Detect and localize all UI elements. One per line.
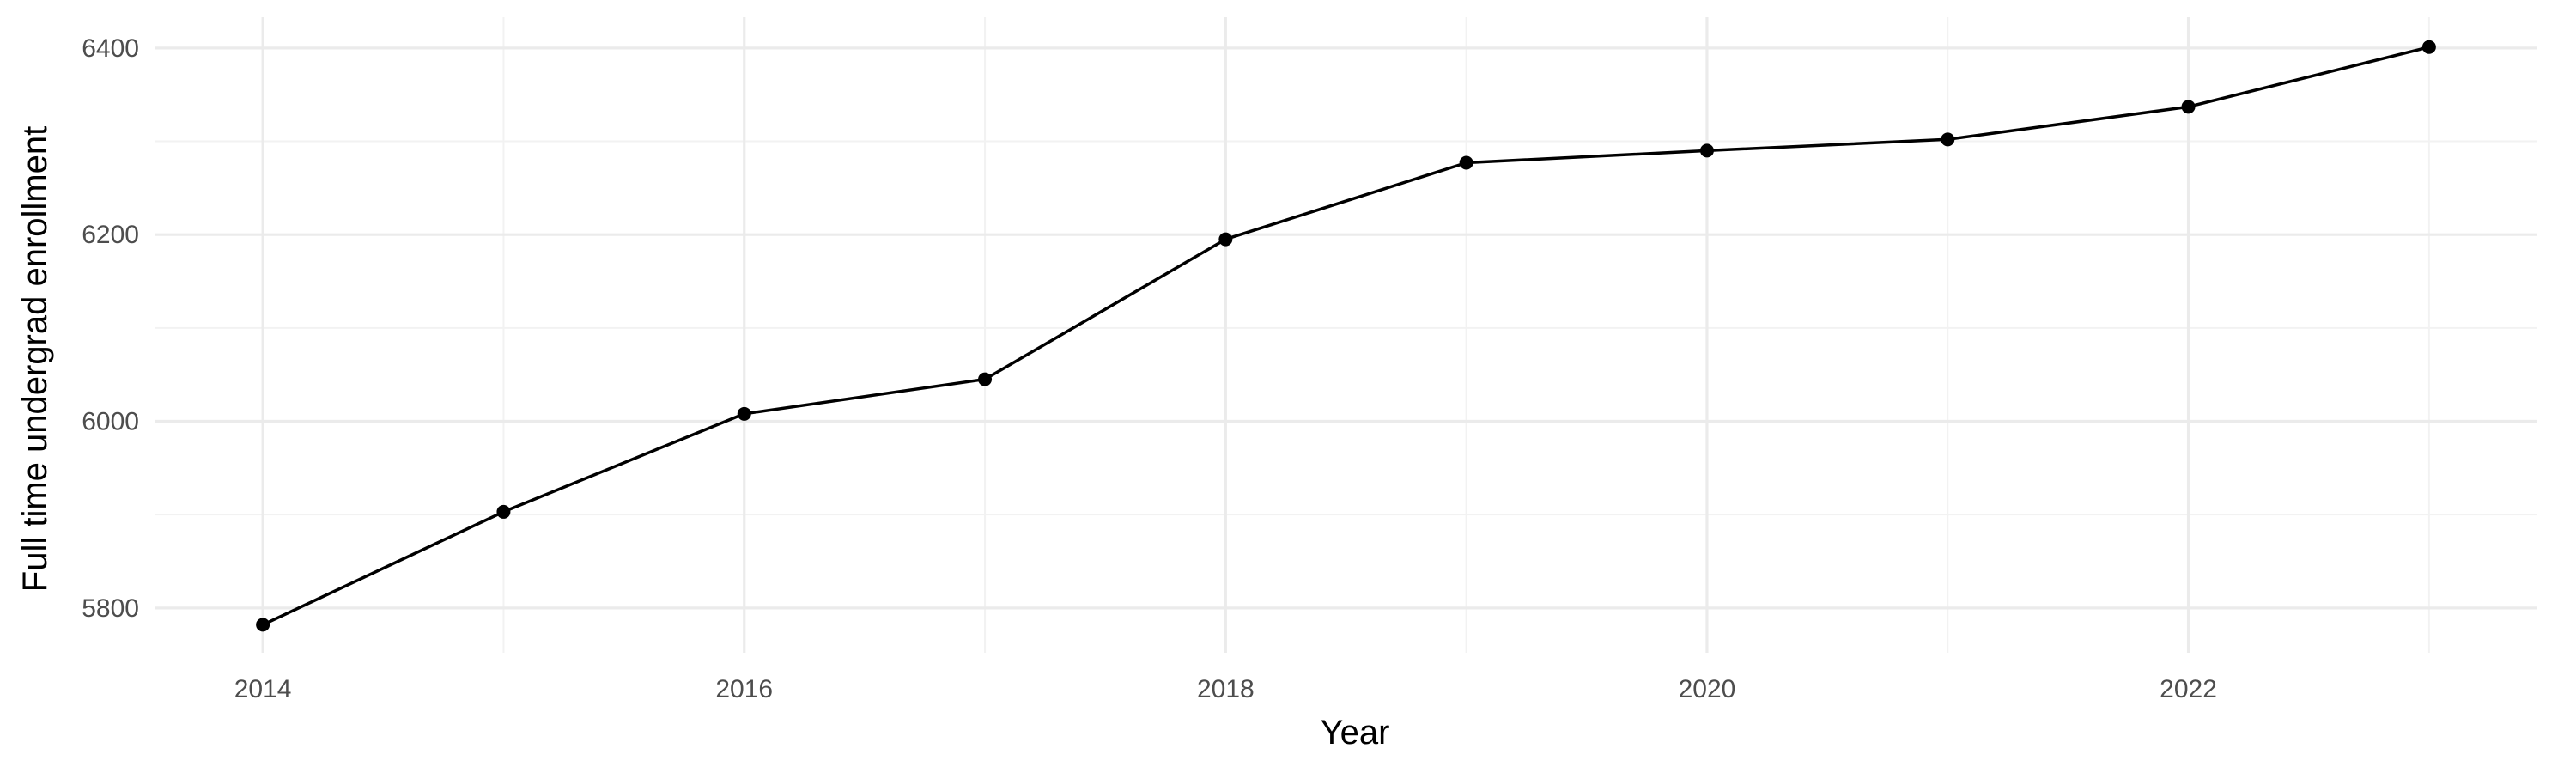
y-axis-title: Full time undergrad enrollment bbox=[16, 126, 54, 592]
y-axis-tick-labels: 5800 6000 6200 6400 bbox=[82, 34, 139, 623]
data-point bbox=[2181, 100, 2196, 114]
data-point bbox=[978, 372, 993, 386]
y-tick-label: 6000 bbox=[82, 408, 139, 436]
data-point bbox=[2421, 40, 2436, 54]
y-tick-label: 5800 bbox=[82, 594, 139, 623]
major-gridlines bbox=[155, 17, 2537, 653]
data-point bbox=[496, 504, 511, 519]
data-point bbox=[1699, 143, 1714, 158]
data-point bbox=[256, 618, 270, 632]
x-tick-label: 2020 bbox=[1679, 675, 1736, 703]
minor-gridlines bbox=[155, 17, 2537, 653]
x-tick-label: 2018 bbox=[1197, 675, 1255, 703]
data-point bbox=[1459, 155, 1473, 170]
x-tick-label: 2022 bbox=[2160, 675, 2217, 703]
x-axis-title: Year bbox=[1321, 714, 1390, 752]
x-tick-label: 2016 bbox=[715, 675, 773, 703]
series-line bbox=[262, 46, 2430, 626]
data-point bbox=[737, 406, 751, 421]
series-layer bbox=[256, 40, 2436, 632]
x-tick-label: 2014 bbox=[234, 675, 292, 703]
y-tick-label: 6200 bbox=[82, 221, 139, 249]
data-point bbox=[1941, 132, 1955, 147]
x-axis-tick-labels: 2014 2016 2018 2020 2022 bbox=[234, 675, 2217, 703]
y-tick-label: 6400 bbox=[82, 34, 139, 63]
data-point bbox=[1218, 232, 1233, 247]
